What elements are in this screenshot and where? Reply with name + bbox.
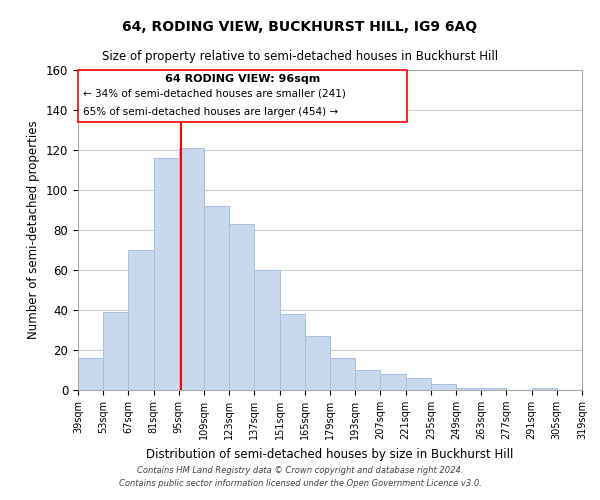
Bar: [406, 378, 431, 390]
Bar: [456, 388, 481, 390]
Bar: [532, 388, 557, 390]
Bar: [103, 312, 128, 390]
Bar: [204, 206, 229, 390]
Bar: [431, 384, 456, 390]
Bar: [128, 250, 154, 390]
Bar: [280, 314, 305, 390]
Bar: [380, 374, 406, 390]
Bar: [305, 336, 330, 390]
FancyBboxPatch shape: [78, 70, 407, 122]
Text: ← 34% of semi-detached houses are smaller (241): ← 34% of semi-detached houses are smalle…: [83, 89, 346, 99]
Text: Size of property relative to semi-detached houses in Buckhurst Hill: Size of property relative to semi-detach…: [102, 50, 498, 63]
Bar: [481, 388, 506, 390]
X-axis label: Distribution of semi-detached houses by size in Buckhurst Hill: Distribution of semi-detached houses by …: [146, 448, 514, 460]
Bar: [154, 158, 179, 390]
Text: Contains HM Land Registry data © Crown copyright and database right 2024.
Contai: Contains HM Land Registry data © Crown c…: [119, 466, 481, 487]
Bar: [179, 148, 204, 390]
Bar: [78, 358, 103, 390]
Bar: [355, 370, 380, 390]
Text: 64 RODING VIEW: 96sqm: 64 RODING VIEW: 96sqm: [165, 74, 320, 84]
Bar: [330, 358, 355, 390]
Y-axis label: Number of semi-detached properties: Number of semi-detached properties: [28, 120, 40, 340]
Bar: [229, 224, 254, 390]
Bar: [254, 270, 280, 390]
Text: 65% of semi-detached houses are larger (454) →: 65% of semi-detached houses are larger (…: [83, 107, 338, 117]
Text: 64, RODING VIEW, BUCKHURST HILL, IG9 6AQ: 64, RODING VIEW, BUCKHURST HILL, IG9 6AQ: [122, 20, 478, 34]
